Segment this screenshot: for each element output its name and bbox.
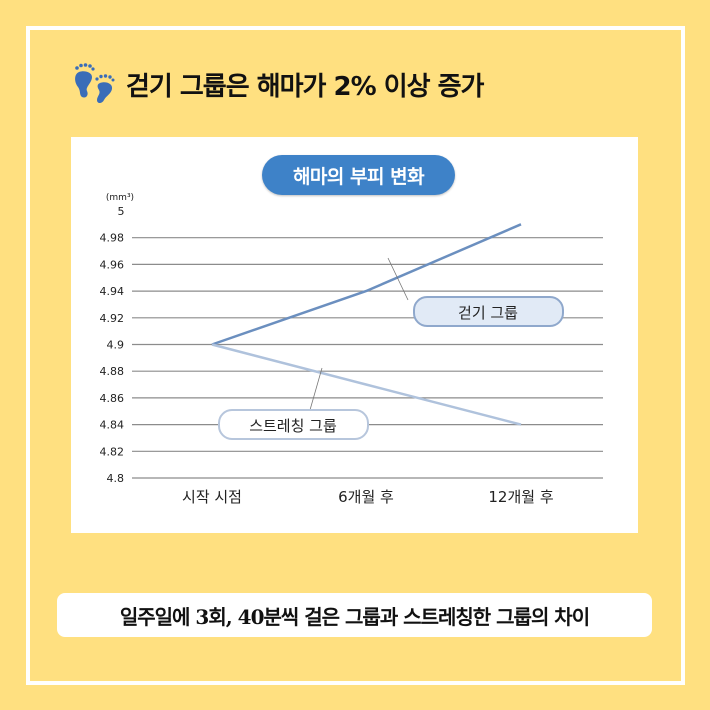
- headline: 걷기 그룹은 해마가 2% 이상 증가: [72, 62, 484, 106]
- chart-panel: [71, 137, 638, 533]
- y-tick-label: 4.98: [100, 232, 125, 245]
- footprints-icon: [75, 63, 115, 103]
- y-tick-label: 4.84: [100, 419, 125, 432]
- y-tick-label: 4.92: [100, 312, 125, 325]
- decorative-frame: [26, 26, 685, 685]
- svg-text:걷기 그룹: 걷기 그룹: [458, 304, 518, 322]
- stretching-group-label: 스트레칭 그룹: [218, 409, 369, 440]
- y-tick-label: 4.86: [100, 392, 125, 405]
- x-tick-label: 6개월 후: [338, 488, 394, 506]
- walking-group-label: 걷기 그룹: [413, 296, 564, 327]
- x-tick-label: 12개월 후: [488, 488, 553, 506]
- y-tick-label: 4.96: [100, 258, 125, 271]
- x-axis-ticks: 시작 시점 6개월 후 12개월 후: [182, 488, 554, 506]
- y-tick-label: 4.94: [100, 285, 125, 298]
- y-tick-label: 4.88: [100, 365, 125, 378]
- svg-text:스트레칭 그룹: 스트레칭 그룹: [249, 417, 337, 435]
- y-tick-label: 4.9: [107, 339, 125, 352]
- headline-title: 걷기 그룹은 해마가 2% 이상 증가: [126, 71, 484, 102]
- y-tick-label: 5: [118, 205, 125, 218]
- y-tick-label: 4.8: [107, 472, 125, 485]
- x-tick-label: 시작 시점: [182, 488, 242, 506]
- stretching-label-leader: [309, 367, 323, 411]
- walking-label-leader: [387, 257, 409, 301]
- grid-lines: [132, 237, 603, 479]
- caption-text: 일주일에 3회, 40분씩 걸은 그룹과 스트레칭한 그룹의 차이: [119, 604, 590, 629]
- y-axis-unit-label: (mm³): [106, 193, 134, 203]
- y-tick-label: 4.82: [100, 445, 125, 458]
- walking-group-line: [211, 223, 522, 346]
- caption-box: 일주일에 3회, 40분씩 걸은 그룹과 스트레칭한 그룹의 차이: [57, 593, 652, 637]
- y-axis-unit: (mm³): [106, 193, 134, 203]
- y-axis-ticks: 5 4.98 4.96 4.94 4.92 4.9 4.88 4.86 4.84 4.82 4.8: [100, 205, 125, 485]
- chart-title-badge: 해마의 부피 변화: [262, 155, 455, 195]
- stretching-group-line: [211, 343, 522, 426]
